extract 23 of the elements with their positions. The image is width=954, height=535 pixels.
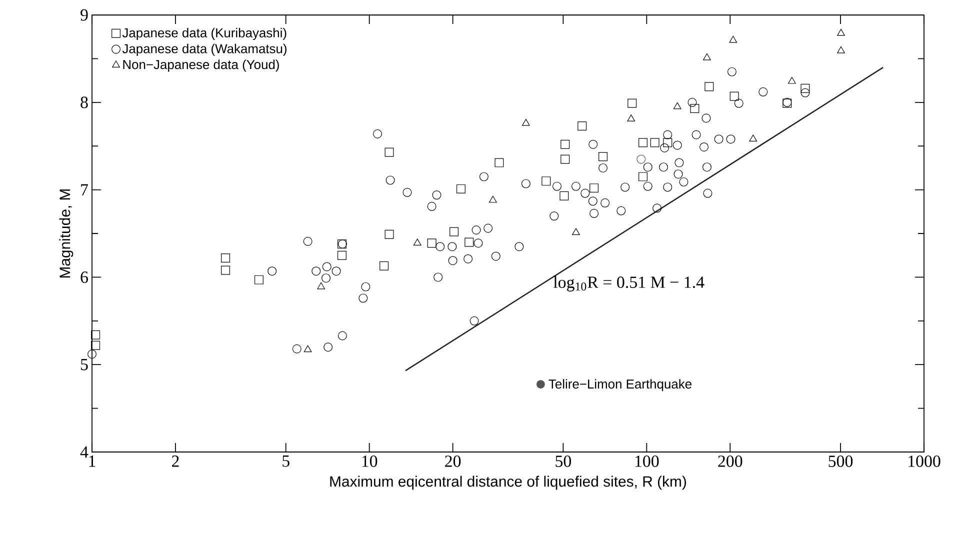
x-tick-label: 50 <box>556 456 572 467</box>
x-tick-label: 5 <box>282 456 290 467</box>
x-axis-title: Maximum eqicentral distance of liquefied sites, R (km) <box>330 476 686 490</box>
x-tick-label: 10 <box>362 456 378 467</box>
legend-label: Japanese data (Kuribayashi) <box>122 28 286 40</box>
x-tick-label: 100 <box>635 456 659 467</box>
y-axis-title: Magnitude, M <box>59 189 74 278</box>
x-tick-label: 1000 <box>908 456 940 467</box>
y-tick-label: 4 <box>80 446 88 458</box>
x-tick-label: 2 <box>172 456 179 467</box>
y-tick-label: 5 <box>80 358 88 370</box>
y-tick-label: 7 <box>81 184 88 196</box>
x-tick-label: 200 <box>718 456 742 467</box>
y-tick-label: 8 <box>80 96 88 108</box>
annotation: log$_{10}$R = 0.51 M − 1.4 <box>553 276 704 292</box>
x-tick-label: 1 <box>89 456 96 467</box>
legend-label: Telire−Limon Earthquake <box>548 379 692 392</box>
x-tick-label: 500 <box>828 456 853 467</box>
x-tick-label: 20 <box>445 456 461 467</box>
y-tick-label: 9 <box>80 9 88 21</box>
legend-label: Japanese data (Wakamatsu) <box>122 44 286 56</box>
y-tick-label: 6 <box>80 272 88 283</box>
legend-label: Non−Japanese data (Youd) <box>123 60 279 72</box>
